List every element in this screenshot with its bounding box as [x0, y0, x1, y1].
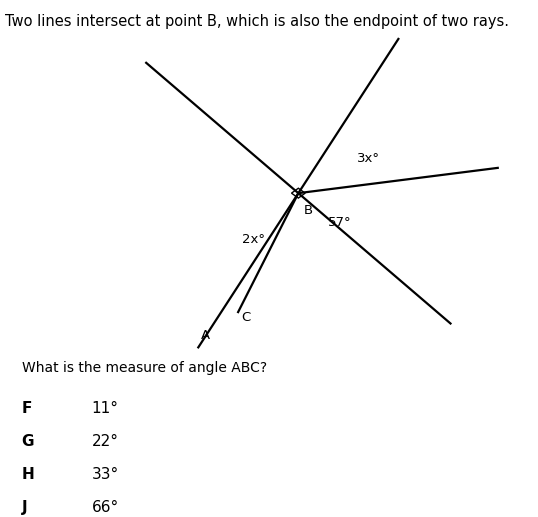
Text: 33°: 33° [91, 467, 119, 482]
Text: 3x°: 3x° [357, 152, 380, 165]
Text: B: B [304, 204, 313, 217]
Text: 57°: 57° [328, 216, 351, 229]
Text: J: J [22, 500, 27, 515]
Text: 11°: 11° [91, 401, 118, 416]
Text: 22°: 22° [91, 434, 118, 449]
Text: Two lines intersect at point B, which is also the endpoint of two rays.: Two lines intersect at point B, which is… [5, 14, 509, 29]
Text: C: C [241, 311, 251, 324]
Text: H: H [22, 467, 34, 482]
Text: A: A [201, 329, 210, 342]
Text: 66°: 66° [91, 500, 119, 515]
Text: F: F [22, 401, 32, 416]
Text: What is the measure of angle ABC?: What is the measure of angle ABC? [22, 361, 267, 375]
Text: G: G [22, 434, 34, 449]
Text: 2x°: 2x° [242, 233, 265, 246]
